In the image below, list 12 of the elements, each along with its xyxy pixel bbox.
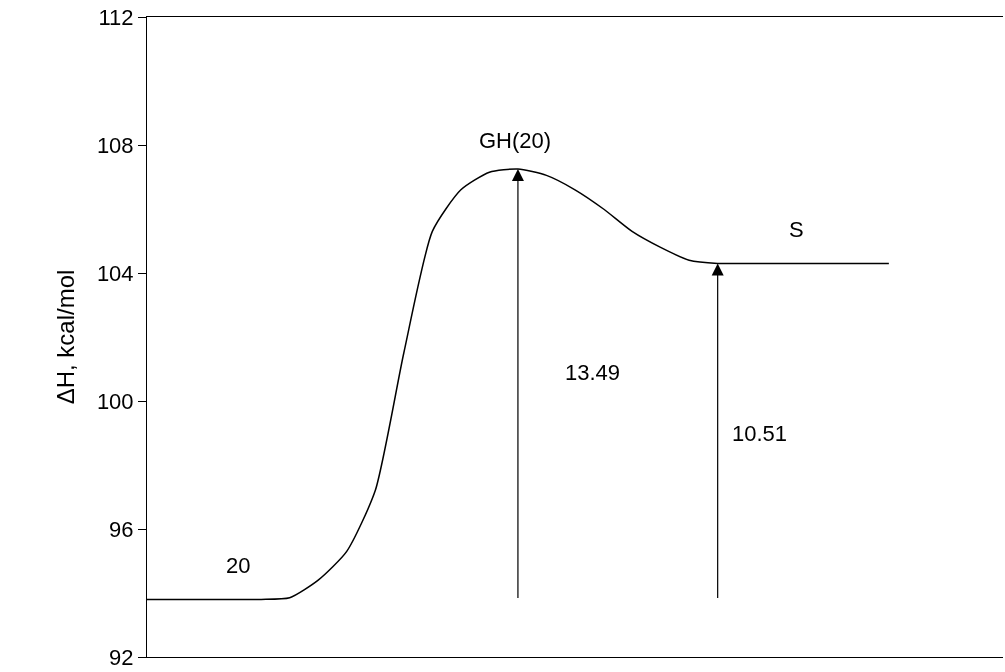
y-tick-label: 96 bbox=[109, 516, 134, 542]
y-axis-title: ΔH, kcal/mol bbox=[51, 269, 79, 405]
y-tick-label: 100 bbox=[96, 388, 134, 414]
annotation: 13.49 bbox=[565, 360, 621, 385]
annotation: 20 bbox=[226, 553, 251, 578]
y-tick-label: 92 bbox=[109, 644, 134, 670]
annotation: 10.51 bbox=[732, 421, 788, 446]
annotation: GH(20) bbox=[479, 128, 552, 153]
y-tick-label: 104 bbox=[96, 260, 134, 286]
y-tick-label: 112 bbox=[98, 4, 134, 30]
y-tick-label: 108 bbox=[96, 132, 134, 158]
annotation: S bbox=[789, 217, 804, 242]
